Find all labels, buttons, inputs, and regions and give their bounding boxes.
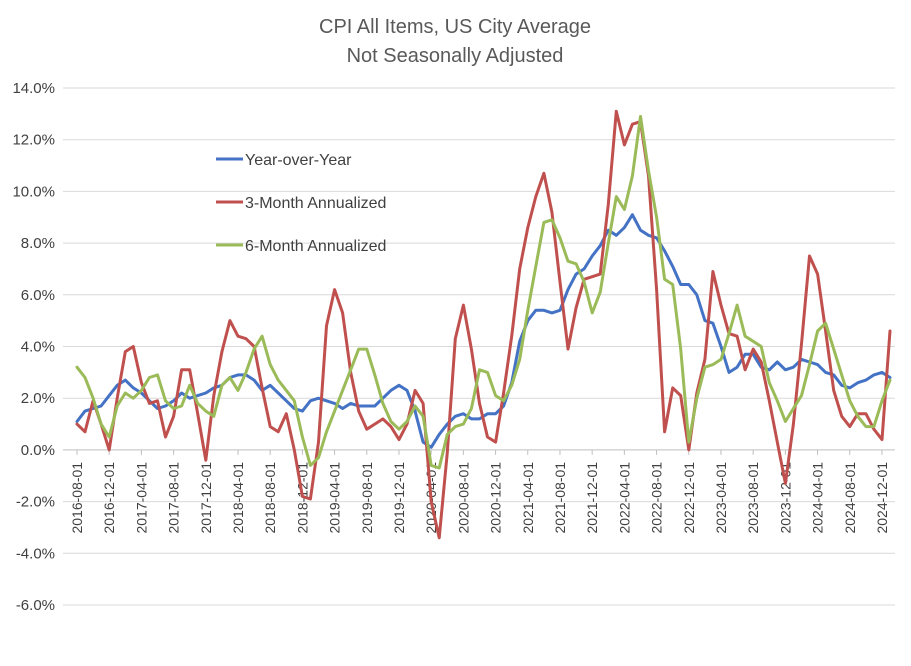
y-tick-label: 0.0%: [21, 442, 55, 459]
legend-label: 3-Month Annualized: [245, 195, 386, 212]
x-tick-label: 2020-12-01: [488, 462, 504, 534]
x-tick-label: 2018-04-01: [230, 462, 246, 534]
x-axis-tick-labels: 2016-08-01 2016-12-01 2017-04-01 2017-08-01…: [69, 462, 890, 534]
y-tick-label: 4.0%: [21, 339, 55, 356]
x-tick-label: 2024-08-01: [842, 462, 858, 534]
x-tick-label: 2022-08-01: [649, 462, 665, 534]
y-tick-label: 8.0%: [21, 235, 55, 252]
x-tick-label: 2016-12-01: [101, 462, 117, 534]
x-tick-label: 2024-04-01: [810, 462, 826, 534]
series-lines: [75, 109, 892, 540]
legend: Year-over-Year 3-Month Annualized 6-Month …: [216, 152, 386, 255]
legend-item: 3-Month Annualized: [216, 195, 386, 212]
y-tick-label: 2.0%: [21, 390, 55, 407]
series-line-2: [75, 109, 892, 540]
x-tick-label: 2024-12-01: [874, 462, 890, 534]
legend-label: 6-Month Annualized: [245, 238, 386, 255]
chart-title: CPI All Items, US City Average: [319, 16, 591, 38]
x-tick-label: 2021-12-01: [584, 462, 600, 534]
x-tick-label: 2019-04-01: [327, 462, 343, 534]
series-line-3: [75, 114, 892, 470]
y-tick-label: -6.0%: [16, 597, 55, 614]
legend-item: 6-Month Annualized: [216, 238, 386, 255]
x-tick-label: 2019-12-01: [391, 462, 407, 534]
legend-label: Year-over-Year: [245, 152, 352, 169]
y-tick-label: -2.0%: [16, 494, 55, 511]
x-tick-label: 2017-04-01: [133, 462, 149, 534]
legend-item: Year-over-Year: [216, 152, 352, 169]
gridlines: [63, 87, 895, 606]
y-tick-label: 6.0%: [21, 287, 55, 304]
x-tick-label: 2023-08-01: [745, 462, 761, 534]
chart-subtitle: Not Seasonally Adjusted: [347, 45, 564, 67]
y-tick-label: 12.0%: [12, 132, 55, 149]
y-tick-label: -4.0%: [16, 545, 55, 562]
x-tick-label: 2020-08-01: [455, 462, 471, 534]
y-axis-tick-labels: 14.0% 12.0% 10.0% 8.0% 6.0% 4.0% 2.0% 0.0% -2.0%…: [12, 80, 55, 614]
y-tick-label: 10.0%: [12, 183, 55, 200]
x-tick-label: 2023-12-01: [777, 462, 793, 534]
y-tick-label: 14.0%: [12, 80, 55, 97]
x-tick-label: 2019-08-01: [359, 462, 375, 534]
x-tick-label: 2022-04-01: [616, 462, 632, 534]
x-tick-label: 2016-08-01: [69, 462, 85, 534]
x-tick-label: 2022-12-01: [681, 462, 697, 534]
x-tick-label: 2017-08-01: [166, 462, 182, 534]
x-tick-label: 2018-08-01: [262, 462, 278, 534]
x-tick-label: 2017-12-01: [198, 462, 214, 534]
x-tick-label: 2023-04-01: [713, 462, 729, 534]
x-tick-label: 2021-08-01: [552, 462, 568, 534]
x-tick-label: 2021-04-01: [520, 462, 536, 534]
